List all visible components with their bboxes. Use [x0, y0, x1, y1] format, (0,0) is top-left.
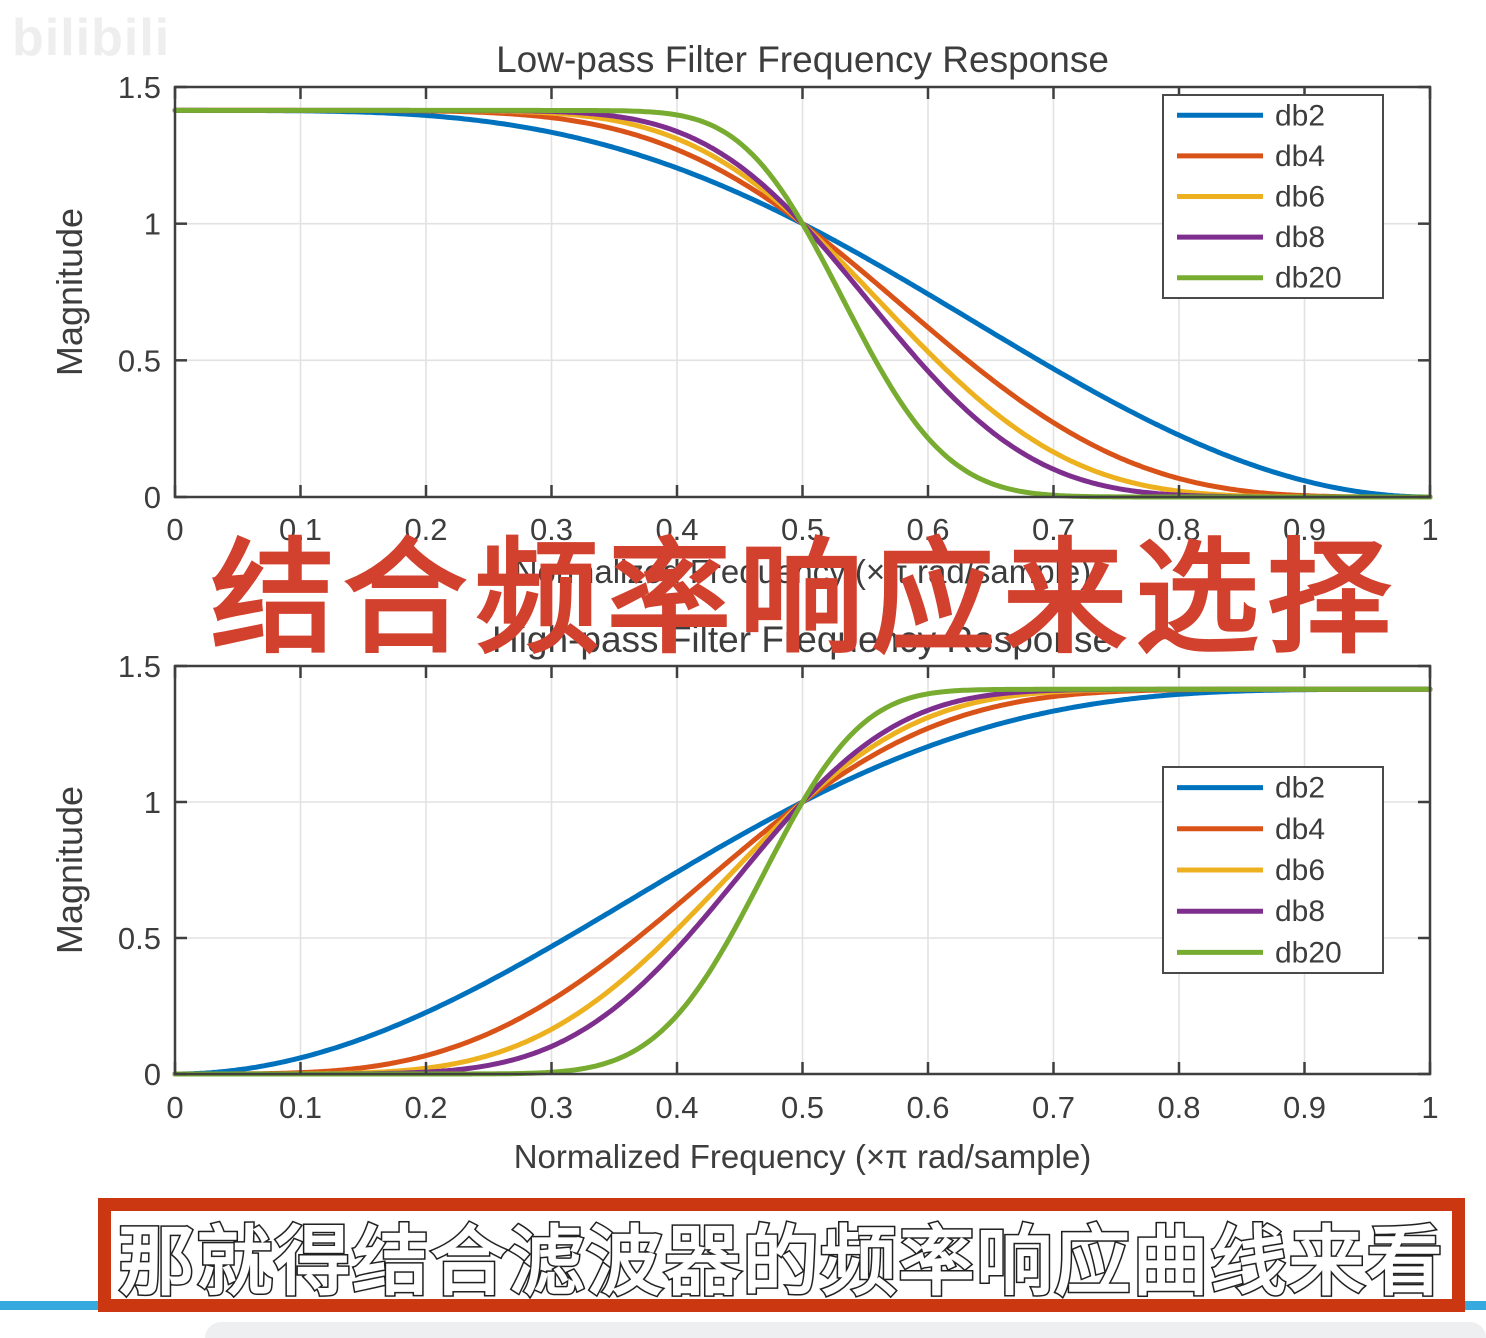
- y-tick-label: 0.5: [118, 343, 161, 378]
- legend-label-db4: db4: [1275, 140, 1325, 173]
- x-tick-label: 0.4: [655, 512, 698, 547]
- x-tick-label: 0.3: [530, 1090, 573, 1125]
- x-tick-label: 0.1: [279, 1090, 322, 1125]
- bilibili-watermark-logo: bilibili: [12, 9, 171, 67]
- subtitle-text: 那就得结合滤波器的频率响应曲线来看: [117, 1219, 1445, 1307]
- x-tick-label: 0.8: [1157, 512, 1200, 547]
- x-tick-label: 1: [1421, 1090, 1438, 1125]
- chart-title: Low-pass Filter Frequency Response: [496, 39, 1109, 80]
- legend-label-db20: db20: [1275, 936, 1342, 969]
- legend-label-db6: db6: [1275, 181, 1325, 214]
- x-tick-label: 0.4: [655, 1090, 698, 1125]
- legend-label-db8: db8: [1275, 895, 1325, 928]
- overlay-caption: 结合频率响应来选择: [210, 530, 1399, 668]
- x-tick-label: 0.2: [404, 1090, 447, 1125]
- legend-label-db20: db20: [1275, 262, 1342, 295]
- legend-label-db8: db8: [1275, 221, 1325, 254]
- y-tick-label: 1.5: [118, 70, 161, 105]
- chart-title: High-pass Filter Frequency Response: [492, 619, 1113, 660]
- x-tick-label: 0: [166, 1090, 183, 1125]
- danmaku-input-bar[interactable]: [205, 1322, 1486, 1338]
- legend-label-db2: db2: [1275, 772, 1325, 805]
- y-tick-label: 0: [144, 1057, 161, 1092]
- x-axis-label: Normalized Frequency (×π rad/sample): [514, 553, 1092, 590]
- y-tick-label: 1.5: [118, 649, 161, 684]
- x-tick-label: 0.9: [1283, 512, 1326, 547]
- x-tick-label: 0.1: [279, 512, 322, 547]
- legend-label-db2: db2: [1275, 99, 1325, 132]
- x-axis-label: Normalized Frequency (×π rad/sample): [514, 1138, 1092, 1175]
- x-tick-label: 0.5: [781, 1090, 824, 1125]
- y-tick-label: 1: [144, 785, 161, 820]
- x-tick-label: 0.6: [906, 512, 949, 547]
- y-tick-label: 0.5: [118, 921, 161, 956]
- y-axis-label: Magnitude: [49, 208, 90, 376]
- x-tick-label: 0.2: [404, 512, 447, 547]
- x-tick-label: 0.5: [781, 512, 824, 547]
- x-tick-label: 0.7: [1032, 512, 1075, 547]
- x-tick-label: 0.8: [1157, 1090, 1200, 1125]
- legend-label-db6: db6: [1275, 854, 1325, 887]
- x-tick-label: 1: [1421, 512, 1438, 547]
- y-tick-label: 1: [144, 207, 161, 242]
- subtitle-banner: 那就得结合滤波器的频率响应曲线来看: [98, 1198, 1465, 1312]
- x-tick-label: 0: [166, 512, 183, 547]
- y-tick-label: 0: [144, 480, 161, 515]
- y-axis-label: Magnitude: [49, 786, 90, 954]
- x-tick-label: 0.3: [530, 512, 573, 547]
- x-tick-label: 0.6: [906, 1090, 949, 1125]
- x-tick-label: 0.9: [1283, 1090, 1326, 1125]
- x-tick-label: 0.7: [1032, 1090, 1075, 1125]
- legend-label-db4: db4: [1275, 813, 1325, 846]
